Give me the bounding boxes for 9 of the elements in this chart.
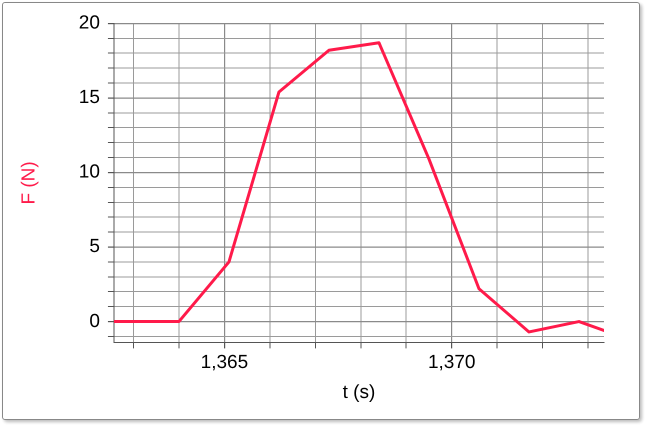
y-tick-label: 20 — [78, 12, 100, 34]
x-tick-label: 1,365 — [200, 352, 248, 374]
y-axis-title: F (N) — [18, 161, 40, 205]
y-tick-label: 5 — [89, 236, 100, 258]
y-tick-label: 10 — [78, 162, 100, 183]
y-tick-label: 0 — [89, 310, 100, 332]
x-axis-title: t (s) — [342, 382, 376, 403]
y-tick-label: 15 — [78, 87, 100, 108]
x-tick-label: 1,370 — [428, 352, 476, 374]
